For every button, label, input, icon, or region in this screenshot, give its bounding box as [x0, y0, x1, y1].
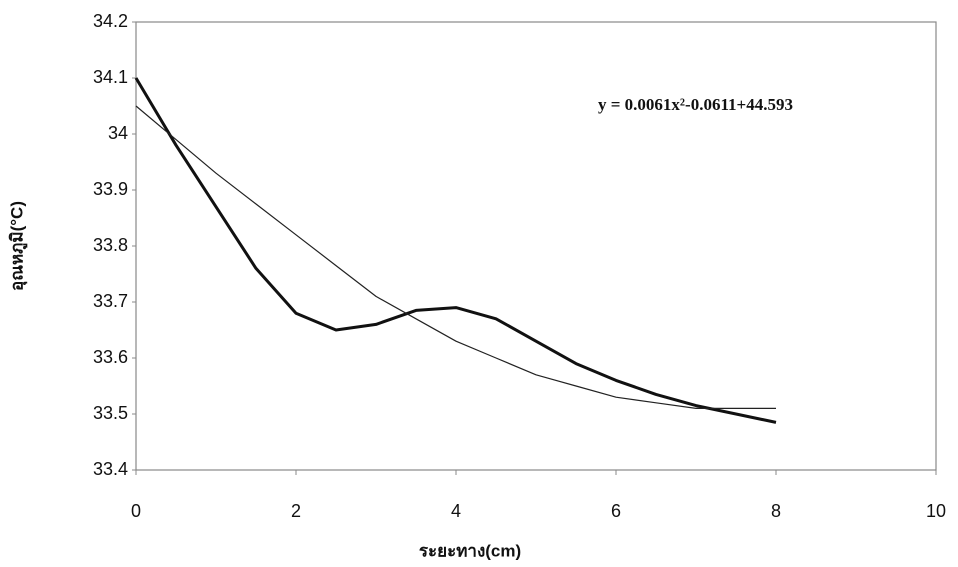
plot-area — [136, 22, 936, 470]
x-tick-label: 0 — [131, 501, 141, 521]
x-tick-label: 6 — [611, 501, 621, 521]
y-tick-label: 34.2 — [93, 11, 128, 31]
x-tick-label: 10 — [926, 501, 946, 521]
y-tick-label: 33.8 — [93, 235, 128, 255]
y-tick-label: 34 — [108, 123, 128, 143]
series-line — [136, 106, 776, 408]
equation: y = 0.0061x²-0.0611+44.593 — [598, 95, 793, 114]
y-tick-label: 33.7 — [93, 291, 128, 311]
y-tick-label: 33.9 — [93, 179, 128, 199]
x-tick-label: 4 — [451, 501, 461, 521]
y-tick-label: 33.5 — [93, 403, 128, 423]
x-tick-label: 2 — [291, 501, 301, 521]
y-axis-title: อุณหภูมิ(°C) — [7, 201, 28, 291]
y-tick-label: 34.1 — [93, 67, 128, 87]
series-line — [136, 78, 776, 422]
y-tick-label: 33.4 — [93, 459, 128, 479]
y-tick-label: 33.6 — [93, 347, 128, 367]
chart: y = 0.0061x²-0.0611+44.593 ระยะทาง(cm) อ… — [0, 0, 958, 567]
x-tick-label: 8 — [771, 501, 781, 521]
x-axis-title: ระยะทาง(cm) — [419, 541, 521, 560]
